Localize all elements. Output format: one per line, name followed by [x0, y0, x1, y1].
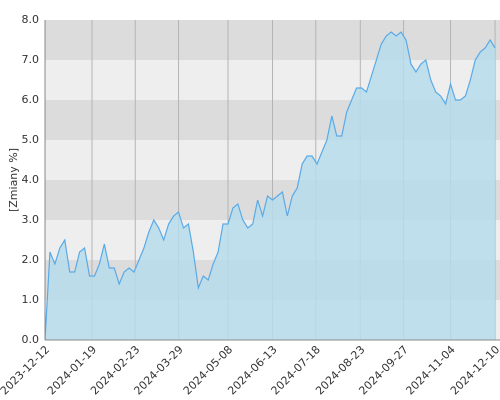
x-tick-label: 2023-12-12: [0, 343, 52, 397]
y-axis-label: [Zmiany %]: [7, 148, 20, 212]
y-tick-label: 8.0: [22, 13, 40, 26]
y-tick-label: 6.0: [22, 93, 40, 106]
y-tick-label: 5.0: [22, 133, 40, 146]
y-tick-label: 4.0: [22, 173, 40, 186]
y-tick-label: 0.0: [22, 333, 40, 346]
y-tick-label: 3.0: [22, 213, 40, 226]
area-fill: [45, 32, 496, 340]
y-tick-label: 1.0: [22, 293, 40, 306]
y-tick-label: 7.0: [22, 53, 40, 66]
y-tick-label: 2.0: [22, 253, 40, 266]
area-line: [44, 31, 496, 341]
